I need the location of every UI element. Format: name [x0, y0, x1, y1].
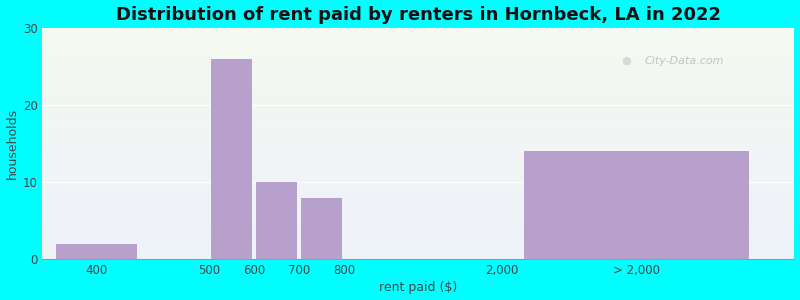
Text: City-Data.com: City-Data.com	[644, 56, 723, 66]
Bar	[524, 152, 750, 260]
Y-axis label: households: households	[6, 108, 18, 179]
X-axis label: rent paid ($): rent paid ($)	[379, 281, 458, 294]
Bar	[302, 198, 342, 260]
Text: ●: ●	[622, 56, 631, 66]
Bar	[256, 182, 297, 260]
Title: Distribution of rent paid by renters in Hornbeck, LA in 2022: Distribution of rent paid by renters in …	[116, 6, 721, 24]
Bar	[211, 59, 252, 260]
Bar	[56, 244, 137, 260]
